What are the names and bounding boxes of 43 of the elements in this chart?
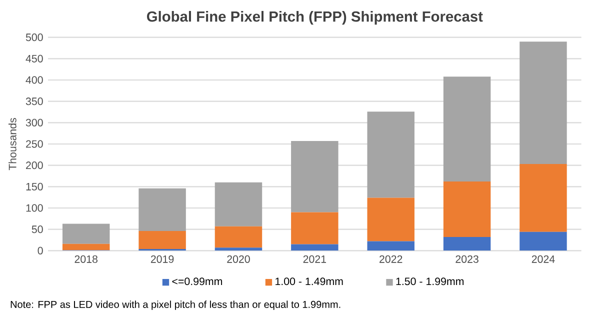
y-tick-label: 150 (26, 182, 43, 190)
x-tick-label: 2018 (74, 255, 98, 263)
bar (443, 182, 491, 237)
bar (214, 226, 262, 248)
chart-title: Global Fine Pixel Pitch (FPP) Shipment Forecast (146, 10, 483, 25)
y-tick-label: 100 (26, 204, 43, 212)
x-tick-label: 2021 (303, 255, 326, 263)
y-tick-label: 450 (26, 54, 43, 62)
x-tick-label: 2024 (532, 255, 555, 263)
y-tick-label: 400 (26, 76, 43, 84)
bar (520, 232, 567, 251)
bar (291, 212, 338, 244)
bar (214, 248, 262, 251)
y-axis-title: Thousands (8, 118, 16, 170)
y-tick-label: 350 (26, 98, 43, 106)
text: Note: FPP as LED video with a pixel pitch of less than or equal to 1.99mm. (10, 300, 340, 310)
bar (520, 42, 567, 164)
y-tick-label: 0 (38, 246, 43, 254)
bar (291, 141, 338, 212)
x-tick-label: 2020 (227, 255, 250, 263)
bar (291, 244, 338, 251)
bar (62, 224, 110, 244)
bar (367, 198, 414, 242)
y-tick-label: 250 (26, 140, 43, 148)
bar (443, 237, 491, 251)
bar (214, 182, 262, 226)
x-tick-label: 2023 (456, 255, 478, 263)
y-tick-label: 200 (26, 162, 43, 170)
y-tick-label: 300 (26, 118, 43, 126)
bar (138, 188, 186, 232)
bar (367, 112, 414, 198)
bar (138, 231, 186, 249)
bar (520, 164, 567, 232)
x-tick-label: 2022 (380, 255, 402, 263)
legend-label: 1.50 - 1.99mm (396, 278, 464, 286)
bar (443, 76, 491, 182)
y-tick-label: 500 (26, 34, 43, 42)
y-tick-label: 50 (32, 226, 43, 234)
legend-label: 1.00 - 1.49mm (276, 278, 343, 286)
legend-label: <=0.99mm (172, 278, 222, 286)
bar (62, 244, 110, 250)
bar (367, 241, 414, 251)
x-tick-label: 2019 (150, 255, 174, 263)
